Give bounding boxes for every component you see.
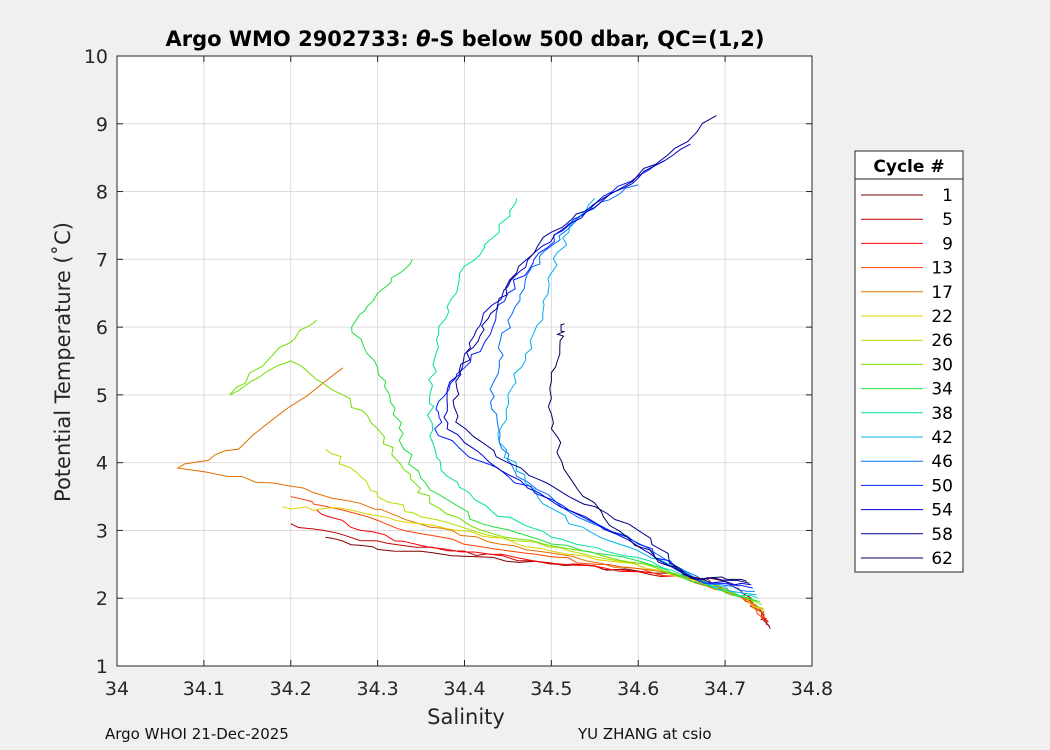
legend: Cycle # 1 5 9 13 17 22 26 30 34 38 42 46 50 54 58 62 (854, 150, 964, 573)
y-tick-label: 6 (96, 317, 108, 339)
x-tick-label: 34.4 (443, 678, 485, 700)
series-line-cycle-58 (452, 115, 750, 584)
legend-label-cycle-9: 9 (942, 234, 953, 254)
x-tick-label: 34.5 (530, 678, 572, 700)
legend-label-cycle-58: 58 (931, 525, 953, 545)
legend-label-cycle-34: 34 (931, 380, 953, 400)
series-line-cycle-34 (351, 259, 761, 603)
legend-label-cycle-22: 22 (931, 307, 953, 327)
series-line-cycle-42 (497, 197, 757, 596)
y-tick-label: 4 (96, 453, 108, 475)
y-tick-label: 2 (96, 588, 108, 610)
y-tick-label: 1 (96, 656, 108, 678)
legend-title: Cycle # (873, 157, 944, 177)
x-tick-label: 34.8 (791, 678, 833, 700)
legend-label-cycle-42: 42 (931, 428, 953, 448)
legend-label-cycle-13: 13 (931, 259, 953, 279)
y-axis-label: Potential Temperature (˚C) (51, 222, 75, 502)
series-line-cycle-62 (547, 323, 747, 582)
chart-title: Argo WMO 2902733: θ-S below 500 dbar, QC… (165, 27, 764, 51)
grid-lines (117, 56, 812, 666)
x-axis-label: Salinity (427, 705, 505, 729)
legend-label-cycle-1: 1 (942, 186, 953, 206)
series-line-cycle-26 (325, 448, 764, 609)
x-tick-label: 34.2 (270, 678, 312, 700)
ticks: 34 34.1 34.2 34.3 34.4 34.5 34.6 34.7 34.8123456… (84, 46, 833, 700)
legend-label-cycle-46: 46 (931, 452, 953, 472)
legend-label-cycle-50: 50 (931, 476, 953, 496)
legend-label-cycle-17: 17 (931, 283, 953, 303)
series-line-cycle-30 (229, 319, 762, 606)
series-line-cycle-17 (176, 367, 766, 616)
x-tick-label: 34.7 (704, 678, 746, 700)
y-tick-label: 9 (96, 114, 108, 136)
series-line-cycle-38 (427, 198, 759, 599)
x-tick-label: 34 (105, 678, 129, 700)
x-tick-label: 34.3 (356, 678, 398, 700)
footer-credit: Argo WHOI 21-Dec-2025 (105, 725, 289, 743)
y-tick-label: 3 (96, 520, 108, 542)
y-tick-label: 10 (84, 46, 108, 68)
y-tick-label: 5 (96, 385, 108, 407)
legend-label-cycle-26: 26 (931, 331, 953, 351)
footer-author: YU ZHANG at csio (578, 725, 712, 743)
legend-label-cycle-62: 62 (931, 549, 953, 569)
legend-label-cycle-38: 38 (931, 404, 953, 424)
y-tick-label: 7 (96, 249, 108, 271)
series-line-cycle-54 (443, 143, 752, 586)
legend-label-cycle-30: 30 (931, 355, 953, 375)
y-tick-label: 8 (96, 182, 108, 204)
x-tick-label: 34.1 (183, 678, 225, 700)
legend-label-cycle-54: 54 (931, 501, 953, 521)
x-tick-label: 34.6 (617, 678, 659, 700)
legend-label-cycle-5: 5 (942, 210, 953, 230)
legend-box (854, 150, 964, 573)
series-layer (176, 115, 771, 629)
